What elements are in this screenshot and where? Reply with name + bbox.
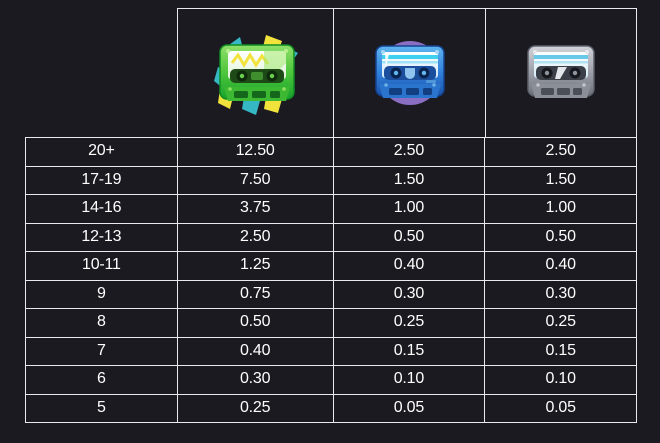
green-cassette-icon [202, 25, 310, 121]
row-value-silver: 0.30 [485, 280, 637, 309]
row-count-label: 8 [26, 309, 178, 338]
row-value-silver: 0.50 [485, 223, 637, 252]
row-count-label: 6 [26, 366, 178, 395]
row-value-blue: 1.00 [333, 195, 486, 224]
table-row: 12-13 2.50 0.50 0.50 [26, 223, 637, 252]
table-row: 7 0.40 0.15 0.15 [26, 337, 637, 366]
row-value-silver: 1.00 [485, 195, 637, 224]
row-count-label: 14-16 [26, 195, 178, 224]
paytable-data-grid: 20+ 12.50 2.50 2.50 17-19 7.50 1.50 1.50… [25, 137, 637, 423]
row-value-blue: 2.50 [333, 138, 486, 167]
silver-cassette-icon [507, 25, 615, 121]
table-row: 8 0.50 0.25 0.25 [26, 309, 637, 338]
row-value-green: 3.75 [177, 195, 334, 224]
row-count-label: 20+ [26, 138, 178, 167]
row-count-label: 10-11 [26, 252, 178, 281]
row-count-label: 5 [26, 394, 178, 423]
table-row: 5 0.25 0.05 0.05 [26, 394, 637, 423]
row-value-blue: 1.50 [333, 166, 486, 195]
row-value-green: 12.50 [177, 138, 334, 167]
row-value-green: 0.40 [177, 337, 334, 366]
row-value-silver: 0.05 [485, 394, 637, 423]
row-value-blue: 0.40 [333, 252, 486, 281]
row-value-green: 0.30 [177, 366, 334, 395]
row-value-silver: 0.10 [485, 366, 637, 395]
row-value-silver: 2.50 [485, 138, 637, 167]
row-count-label: 7 [26, 337, 178, 366]
header-cell-blue-cassette [333, 8, 485, 138]
table-row: 9 0.75 0.30 0.30 [26, 280, 637, 309]
table-row: 20+ 12.50 2.50 2.50 [26, 138, 637, 167]
row-value-blue: 0.10 [333, 366, 486, 395]
row-value-blue: 0.05 [333, 394, 486, 423]
header-cell-silver-cassette [485, 8, 637, 138]
row-count-label: 17-19 [26, 166, 178, 195]
row-value-blue: 0.50 [333, 223, 486, 252]
row-count-label: 9 [26, 280, 178, 309]
table-row: 6 0.30 0.10 0.10 [26, 366, 637, 395]
row-value-blue: 0.30 [333, 280, 486, 309]
row-value-green: 2.50 [177, 223, 334, 252]
header-cell-green-cassette [177, 8, 333, 138]
row-value-silver: 1.50 [485, 166, 637, 195]
table-row: 10-11 1.25 0.40 0.40 [26, 252, 637, 281]
row-value-green: 0.75 [177, 280, 334, 309]
paytable-header-row [177, 8, 637, 138]
table-row: 17-19 7.50 1.50 1.50 [26, 166, 637, 195]
row-value-green: 0.50 [177, 309, 334, 338]
row-value-blue: 0.15 [333, 337, 486, 366]
row-value-green: 1.25 [177, 252, 334, 281]
row-value-green: 0.25 [177, 394, 334, 423]
row-value-silver: 0.40 [485, 252, 637, 281]
blue-cassette-icon [356, 25, 464, 121]
row-value-silver: 0.25 [485, 309, 637, 338]
row-count-label: 12-13 [26, 223, 178, 252]
row-value-silver: 0.15 [485, 337, 637, 366]
table-row: 14-16 3.75 1.00 1.00 [26, 195, 637, 224]
row-value-blue: 0.25 [333, 309, 486, 338]
row-value-green: 7.50 [177, 166, 334, 195]
